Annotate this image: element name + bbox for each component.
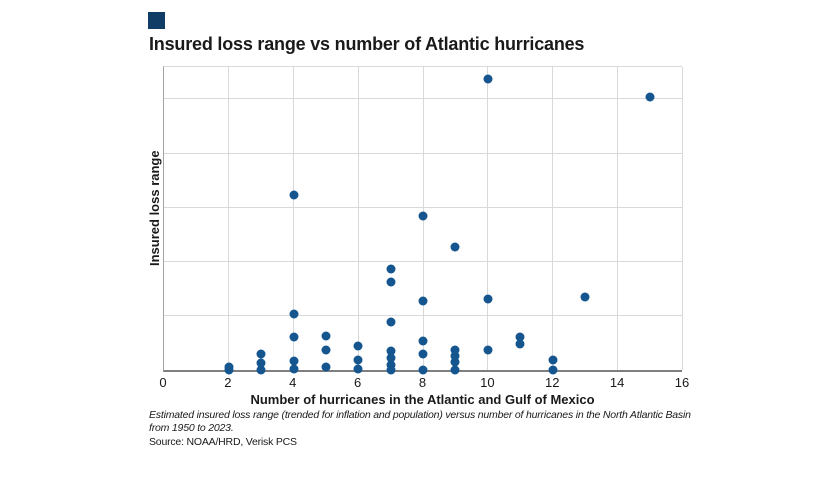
x-tick-label: 6 — [354, 375, 362, 390]
caption-text: Estimated insured loss range (trended fo… — [149, 409, 691, 435]
data-point — [483, 345, 493, 355]
data-point — [450, 365, 460, 375]
gridline-vertical — [487, 67, 489, 370]
data-point — [515, 332, 525, 342]
data-point — [353, 364, 363, 374]
data-point — [515, 339, 525, 349]
data-point — [256, 358, 266, 368]
x-tick-label: 2 — [224, 375, 232, 390]
plot-area — [163, 66, 683, 375]
data-point — [386, 264, 396, 274]
data-point — [386, 317, 396, 327]
gridline-vertical — [552, 67, 553, 370]
data-point — [450, 351, 460, 361]
gridline-horizontal — [164, 315, 682, 317]
brand-logo-square — [148, 12, 165, 29]
data-point — [450, 357, 460, 367]
data-point — [548, 365, 557, 375]
x-tick-label: 0 — [159, 375, 167, 390]
data-point — [418, 296, 428, 306]
data-point — [289, 356, 298, 366]
gridline-horizontal — [164, 152, 682, 154]
data-point — [289, 364, 298, 374]
data-point — [256, 349, 266, 359]
data-point — [483, 294, 493, 304]
data-point — [386, 353, 396, 363]
data-point — [548, 355, 557, 365]
gridline-vertical — [681, 67, 683, 370]
data-point — [483, 74, 493, 84]
x-tick-label: 10 — [480, 375, 495, 390]
data-point — [289, 332, 298, 342]
gridline-vertical — [357, 67, 359, 370]
data-point — [224, 365, 234, 375]
gridline-vertical — [616, 67, 618, 370]
chart-title: Insured loss range vs number of Atlantic… — [149, 34, 585, 54]
data-point — [289, 190, 298, 200]
data-point — [256, 365, 266, 375]
y-axis-label: Insured loss range — [147, 150, 162, 266]
x-tick-label: 4 — [289, 375, 297, 390]
gridline-horizontal — [164, 98, 682, 100]
data-point — [321, 362, 331, 372]
data-point — [289, 309, 298, 319]
gridline-vertical — [228, 67, 230, 370]
gridline-horizontal — [164, 206, 682, 208]
x-tick-label: 12 — [545, 375, 560, 390]
x-tick-label: 8 — [418, 375, 427, 390]
data-point — [386, 346, 396, 356]
x-tick-label: 14 — [609, 375, 625, 390]
data-point — [450, 242, 460, 252]
gridline-vertical — [293, 67, 294, 370]
x-axis-ticks: 0 2 4 6 8 10 12 14 16 — [159, 375, 689, 391]
data-point — [321, 331, 331, 341]
data-point — [321, 345, 331, 355]
x-tick-label: 16 — [674, 375, 690, 390]
data-point — [353, 341, 363, 351]
data-point — [580, 292, 590, 302]
data-point — [386, 365, 396, 375]
data-point — [353, 355, 363, 365]
data-point — [418, 336, 428, 346]
caption: Estimated insured loss range (trended fo… — [149, 409, 701, 449]
caption-source: Source: NOAA/HRD, Verisk PCS — [149, 435, 297, 448]
data-point — [418, 211, 428, 221]
data-point — [418, 349, 428, 359]
data-point — [645, 92, 655, 102]
gridline-horizontal — [164, 261, 682, 263]
data-point — [386, 277, 396, 287]
data-point — [418, 365, 428, 375]
x-axis-label: Number of hurricanes in the Atlantic and… — [250, 392, 595, 407]
data-point — [450, 345, 460, 355]
data-point — [386, 360, 396, 370]
